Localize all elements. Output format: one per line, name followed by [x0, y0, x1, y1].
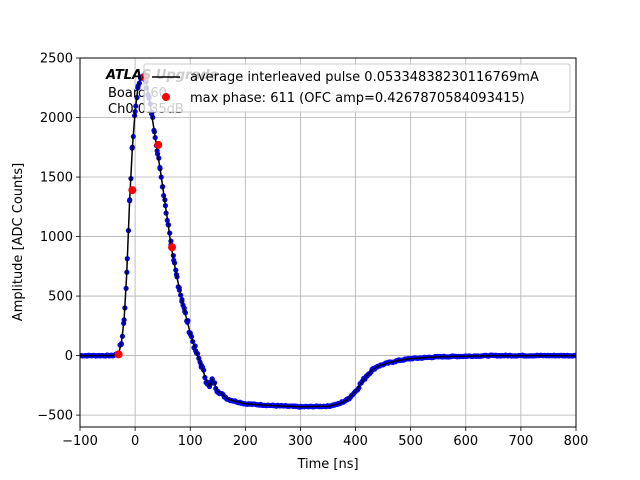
y-tick-label: −500 [37, 409, 73, 424]
x-tick-label: 0 [131, 434, 139, 449]
x-tick-label: 700 [508, 434, 533, 449]
x-tick-label: 500 [398, 434, 423, 449]
plot-area [80, 73, 576, 410]
series-layer [80, 73, 576, 410]
max-phase-marker [154, 140, 163, 149]
x-tick-label: 200 [233, 434, 258, 449]
plot-frame [79, 57, 577, 428]
y-tick-label: 500 [48, 290, 73, 305]
y-tick-label: 1500 [40, 171, 73, 186]
max-phase-marker [114, 350, 123, 359]
x-tick-label: 400 [343, 434, 368, 449]
x-tick-label: −100 [62, 434, 98, 449]
y-axis: −500 0 500 1000 1500 2000 2500 [37, 52, 80, 424]
x-tick-label: 300 [288, 434, 313, 449]
x-tick-label: 100 [178, 434, 203, 449]
x-axis: −100 0 100 200 300 400 500 600 700 800 [62, 427, 588, 449]
legend-box [143, 63, 571, 113]
y-axis-label: Amplitude [ADC Counts] [11, 163, 26, 321]
x-tick-label: 800 [564, 434, 589, 449]
max-phase-marker [168, 243, 177, 252]
legend-marker-swatch [162, 93, 170, 101]
y-tick-label: 1000 [40, 230, 73, 245]
legend: average interleaved pulse 0.053348382301… [143, 63, 571, 113]
average-pulse-line [80, 74, 576, 408]
max-phase-marker [128, 186, 137, 195]
legend-label-pulse: average interleaved pulse 0.053348382301… [190, 70, 539, 85]
y-tick-label: 0 [65, 349, 73, 364]
y-tick-label: 2500 [40, 52, 73, 67]
x-axis-label: Time [ns] [296, 457, 358, 472]
x-tick-label: 600 [453, 434, 478, 449]
legend-label-max-phase: max phase: 611 (OFC amp=0.42678705840934… [190, 91, 525, 106]
y-tick-label: 2000 [40, 111, 73, 126]
